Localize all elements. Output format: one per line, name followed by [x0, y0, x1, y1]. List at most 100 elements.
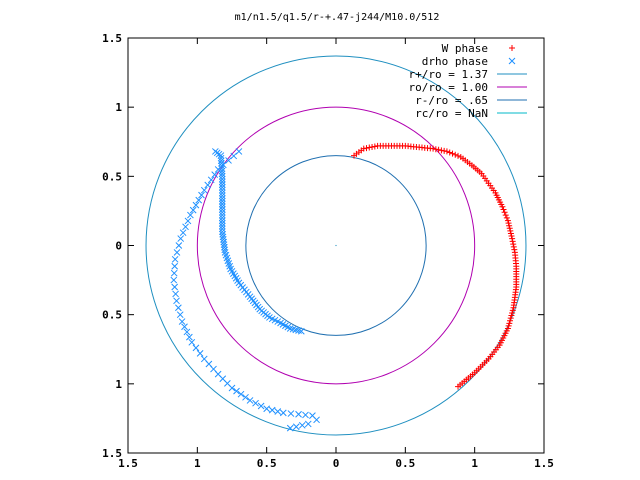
w-phase-point — [503, 214, 510, 221]
legend-marker — [509, 45, 515, 51]
w-phase-series — [351, 142, 520, 390]
drho-phase-point — [188, 338, 196, 346]
w-phase-point — [438, 147, 445, 154]
drho-phase-point — [170, 269, 178, 277]
w-phase-point — [455, 383, 462, 390]
drho-phase-point — [292, 423, 300, 431]
drho-phase-point — [279, 409, 287, 417]
drho-phase-point — [218, 160, 225, 167]
w-phase-point — [510, 241, 517, 248]
w-phase-point — [507, 230, 514, 237]
drho-phase-point — [204, 181, 212, 189]
w-phase-point — [452, 151, 459, 158]
drho-phase-point — [170, 276, 178, 284]
drho-phase-point — [218, 203, 226, 211]
y-tick-label: 0 — [115, 240, 122, 253]
w-phase-point — [510, 304, 517, 311]
axis-ticks: 1.5 1 0.5 0 0.5 1 1.51.510.500.511.5 — [102, 32, 554, 470]
drho-phase-point — [186, 333, 193, 341]
drho-phase-point — [217, 157, 225, 165]
w-phase-point — [511, 246, 518, 253]
drho-phase-point — [297, 327, 305, 335]
w-phase-point — [504, 217, 511, 224]
legend-label: r+/ro = 1.37 — [409, 68, 488, 81]
drho-phase-point — [268, 406, 276, 414]
legend-label: W phase — [442, 42, 488, 55]
drho-phase-point — [181, 323, 188, 331]
drho-phase-point — [237, 390, 245, 398]
w-phase-point — [502, 212, 509, 219]
drho-phase-point — [218, 175, 226, 183]
w-phase-point — [499, 203, 506, 210]
drho-phase-point — [242, 393, 249, 401]
drho-phase-point — [207, 176, 215, 184]
drho-phase-point — [218, 165, 226, 172]
drho-phase-point — [217, 152, 225, 159]
drho-phase-point — [195, 196, 203, 204]
circle-1 — [196, 106, 476, 385]
drho-phase-point — [172, 290, 179, 298]
drho-phase-point — [177, 235, 185, 242]
w-phase-point — [363, 145, 370, 152]
drho-phase-point — [218, 195, 226, 202]
drho-phase-point — [173, 297, 180, 305]
drho-phase-point — [263, 405, 271, 413]
w-phase-point — [501, 209, 508, 216]
x-tick-label: 1 — [471, 457, 478, 470]
drho-phase-point — [302, 411, 309, 419]
drho-phase-point — [182, 223, 189, 231]
w-phase-point — [366, 144, 373, 151]
drho-phase-point — [218, 200, 226, 208]
radius-circles — [145, 55, 527, 436]
x-tick-label: 1.5 — [534, 457, 554, 470]
w-phase-point — [360, 145, 367, 152]
legend-label: ro/ro = 1.00 — [409, 81, 488, 94]
drho-phase-point — [218, 220, 226, 227]
drho-phase-point — [218, 178, 226, 186]
drho-phase-point — [287, 410, 295, 417]
w-phase-point — [508, 233, 515, 240]
drho-phase-point — [218, 211, 226, 219]
drho-phase-point — [218, 162, 225, 170]
y-tick-label: 0.5 — [102, 170, 122, 183]
w-phase-point — [507, 227, 514, 234]
drho-phase-point — [257, 402, 265, 410]
w-phase-point — [449, 150, 456, 157]
drho-phase-point — [218, 197, 226, 205]
drho-phase-point — [189, 206, 197, 214]
w-phase-point — [506, 225, 513, 232]
w-phase-point — [455, 152, 462, 159]
drho-phase-point — [192, 201, 200, 209]
w-phase-point — [430, 145, 437, 152]
drho-phase-point — [218, 172, 226, 180]
drho-phase-point — [304, 420, 312, 428]
drho-phase-point — [218, 167, 226, 175]
drho-phase-point — [179, 229, 187, 237]
drho-phase-point — [218, 170, 226, 178]
w-phase-point — [435, 146, 442, 153]
drho-phase-point — [218, 217, 226, 224]
chart-title: m1/n1.5/q1.5/r-+.47-j244/M10.0/512 — [235, 12, 440, 23]
drho-phase-point — [221, 246, 229, 254]
drho-phase-point — [218, 206, 226, 213]
w-phase-point — [443, 148, 450, 155]
x-tick-label: 0.5 — [257, 457, 277, 470]
x-tick-label: 0.5 — [395, 457, 415, 470]
circle-0 — [145, 55, 527, 436]
drho-phase-point — [286, 424, 294, 432]
drho-phase-point — [175, 242, 183, 249]
drho-phase-point — [298, 421, 306, 429]
w-phase-point — [509, 309, 516, 316]
w-phase-point — [500, 206, 507, 213]
w-phase-point — [432, 146, 439, 153]
drho-phase-point — [233, 387, 240, 395]
drho-phase-point — [171, 283, 179, 291]
drho-phase-point — [171, 255, 179, 263]
drho-phase-point — [218, 192, 226, 200]
w-phase-point — [507, 315, 514, 322]
y-tick-label: 1.5 — [102, 32, 122, 45]
w-phase-point — [505, 322, 512, 329]
drho-phase-point — [184, 217, 192, 225]
